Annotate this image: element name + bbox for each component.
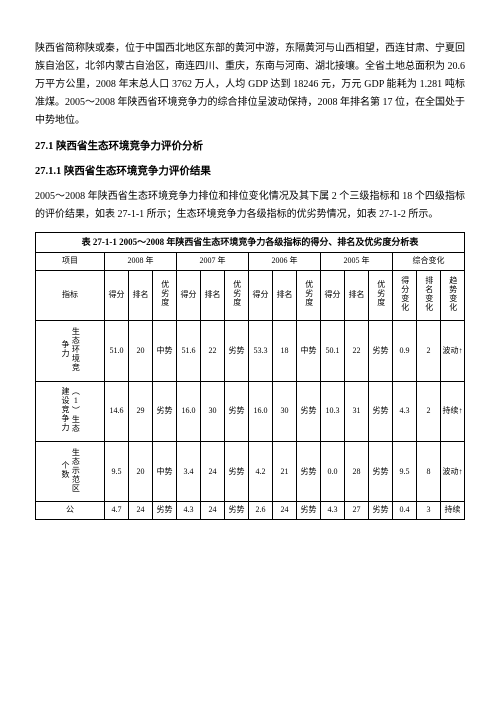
cell: 波动↑ xyxy=(441,442,465,502)
cell: 持续 xyxy=(441,502,465,519)
data-table: 表 27-1-1 2005～2008 年陕西省生态环境竞争力各级指标的得分、排名… xyxy=(35,232,465,520)
table-row: （1）生态建设竞争力 14.6 29 劣势 16.0 30 劣势 16.0 30… xyxy=(36,381,465,441)
cell: 劣势 xyxy=(369,502,393,519)
intro-paragraph: 陕西省简称陕或秦，位于中国西北地区东部的黄河中游，东隔黄河与山西相望，西连甘肃、… xyxy=(35,40,465,130)
col-2007: 2007 年 xyxy=(177,253,249,270)
cell: 劣势 xyxy=(297,442,321,502)
header-row-2: 指标 得分 排名 优劣度 得分 排名 优劣度 得分 排名 优劣度 得分 排名 优… xyxy=(36,270,465,320)
cell: 24 xyxy=(201,442,225,502)
sub-grade: 优劣度 xyxy=(297,270,321,320)
header-row-1: 项目 2008 年 2007 年 2006 年 2005 年 综合变化 xyxy=(36,253,465,270)
sub-grade: 优劣度 xyxy=(369,270,393,320)
sub-trend: 趋势变化 xyxy=(441,270,465,320)
cell: 20 xyxy=(129,442,153,502)
cell: 30 xyxy=(273,381,297,441)
cell: 劣势 xyxy=(225,381,249,441)
cell: 20 xyxy=(129,321,153,381)
table-title-row: 表 27-1-1 2005～2008 年陕西省生态环境竞争力各级指标的得分、排名… xyxy=(36,232,465,253)
col-2006: 2006 年 xyxy=(249,253,321,270)
row-label: 生态示范区个数 xyxy=(36,442,105,502)
cell: 2.6 xyxy=(249,502,273,519)
cell: 24 xyxy=(129,502,153,519)
sub-rank: 排名 xyxy=(201,270,225,320)
cell: 持续↑ xyxy=(441,381,465,441)
cell: 4.3 xyxy=(321,502,345,519)
cell: 中势 xyxy=(153,321,177,381)
cell: 中势 xyxy=(297,321,321,381)
sub-rank: 排名 xyxy=(273,270,297,320)
sub-score: 得分 xyxy=(105,270,129,320)
cell: 劣势 xyxy=(225,442,249,502)
sub-score: 得分 xyxy=(249,270,273,320)
sub-score: 得分 xyxy=(177,270,201,320)
sub-rank: 排名 xyxy=(345,270,369,320)
table-title: 表 27-1-1 2005～2008 年陕西省生态环境竞争力各级指标的得分、排名… xyxy=(36,232,465,253)
cell: 53.3 xyxy=(249,321,273,381)
cell: 2 xyxy=(417,381,441,441)
heading-27-1-1: 27.1.1 陕西省生态环境竞争力评价结果 xyxy=(35,163,465,182)
cell: 24 xyxy=(273,502,297,519)
cell: 劣势 xyxy=(225,502,249,519)
cell: 劣势 xyxy=(153,502,177,519)
col-2008: 2008 年 xyxy=(105,253,177,270)
cell: 24 xyxy=(201,502,225,519)
cell: 0.4 xyxy=(393,502,417,519)
cell: 劣势 xyxy=(369,321,393,381)
heading-27-1: 27.1 陕西省生态环境竞争力评价分析 xyxy=(35,138,465,157)
cell: 22 xyxy=(201,321,225,381)
sub-grade: 优劣度 xyxy=(153,270,177,320)
cell: 9.5 xyxy=(105,442,129,502)
cell: 10.3 xyxy=(321,381,345,441)
row-label: 生态环境竞争力 xyxy=(36,321,105,381)
row-label: （1）生态建设竞争力 xyxy=(36,381,105,441)
cell: 50.1 xyxy=(321,321,345,381)
table-row: 公 4.7 24 劣势 4.3 24 劣势 2.6 24 劣势 4.3 27 劣… xyxy=(36,502,465,519)
table-row: 生态示范区个数 9.5 20 中势 3.4 24 劣势 4.2 21 劣势 0.… xyxy=(36,442,465,502)
cell: 30 xyxy=(201,381,225,441)
cell: 劣势 xyxy=(297,502,321,519)
cell: 劣势 xyxy=(369,442,393,502)
cell: 3.4 xyxy=(177,442,201,502)
cell: 28 xyxy=(345,442,369,502)
body-paragraph: 2005～2008 年陕西省生态环境竞争力排位和排位变化情况及其下属 2 个三级… xyxy=(35,188,465,224)
cell: 27 xyxy=(345,502,369,519)
cell: 18 xyxy=(273,321,297,381)
cell: 4.3 xyxy=(177,502,201,519)
col-comp: 综合变化 xyxy=(393,253,465,270)
sub-score: 得分 xyxy=(321,270,345,320)
cell: 8 xyxy=(417,442,441,502)
sub-grade: 优劣度 xyxy=(225,270,249,320)
cell: 劣势 xyxy=(369,381,393,441)
cell: 4.2 xyxy=(249,442,273,502)
sub-rank-chg: 排名变化 xyxy=(417,270,441,320)
cell: 劣势 xyxy=(297,381,321,441)
cell: 51.0 xyxy=(105,321,129,381)
cell: 劣势 xyxy=(153,381,177,441)
col-indicator: 指标 xyxy=(36,270,105,320)
cell: 51.6 xyxy=(177,321,201,381)
col-item: 项目 xyxy=(36,253,105,270)
cell: 3 xyxy=(417,502,441,519)
cell: 22 xyxy=(345,321,369,381)
table-row: 生态环境竞争力 51.0 20 中势 51.6 22 劣势 53.3 18 中势… xyxy=(36,321,465,381)
cell: 31 xyxy=(345,381,369,441)
cell: 0.0 xyxy=(321,442,345,502)
cell: 2 xyxy=(417,321,441,381)
cell: 波动↑ xyxy=(441,321,465,381)
cell: 9.5 xyxy=(393,442,417,502)
cell: 4.3 xyxy=(393,381,417,441)
cell: 0.9 xyxy=(393,321,417,381)
cell: 21 xyxy=(273,442,297,502)
cell: 29 xyxy=(129,381,153,441)
cell: 14.6 xyxy=(105,381,129,441)
col-2005: 2005 年 xyxy=(321,253,393,270)
sub-score-chg: 得分变化 xyxy=(393,270,417,320)
cell: 16.0 xyxy=(177,381,201,441)
cell: 中势 xyxy=(153,442,177,502)
row-label: 公 xyxy=(36,502,105,519)
cell: 4.7 xyxy=(105,502,129,519)
sub-rank: 排名 xyxy=(129,270,153,320)
cell: 劣势 xyxy=(225,321,249,381)
cell: 16.0 xyxy=(249,381,273,441)
